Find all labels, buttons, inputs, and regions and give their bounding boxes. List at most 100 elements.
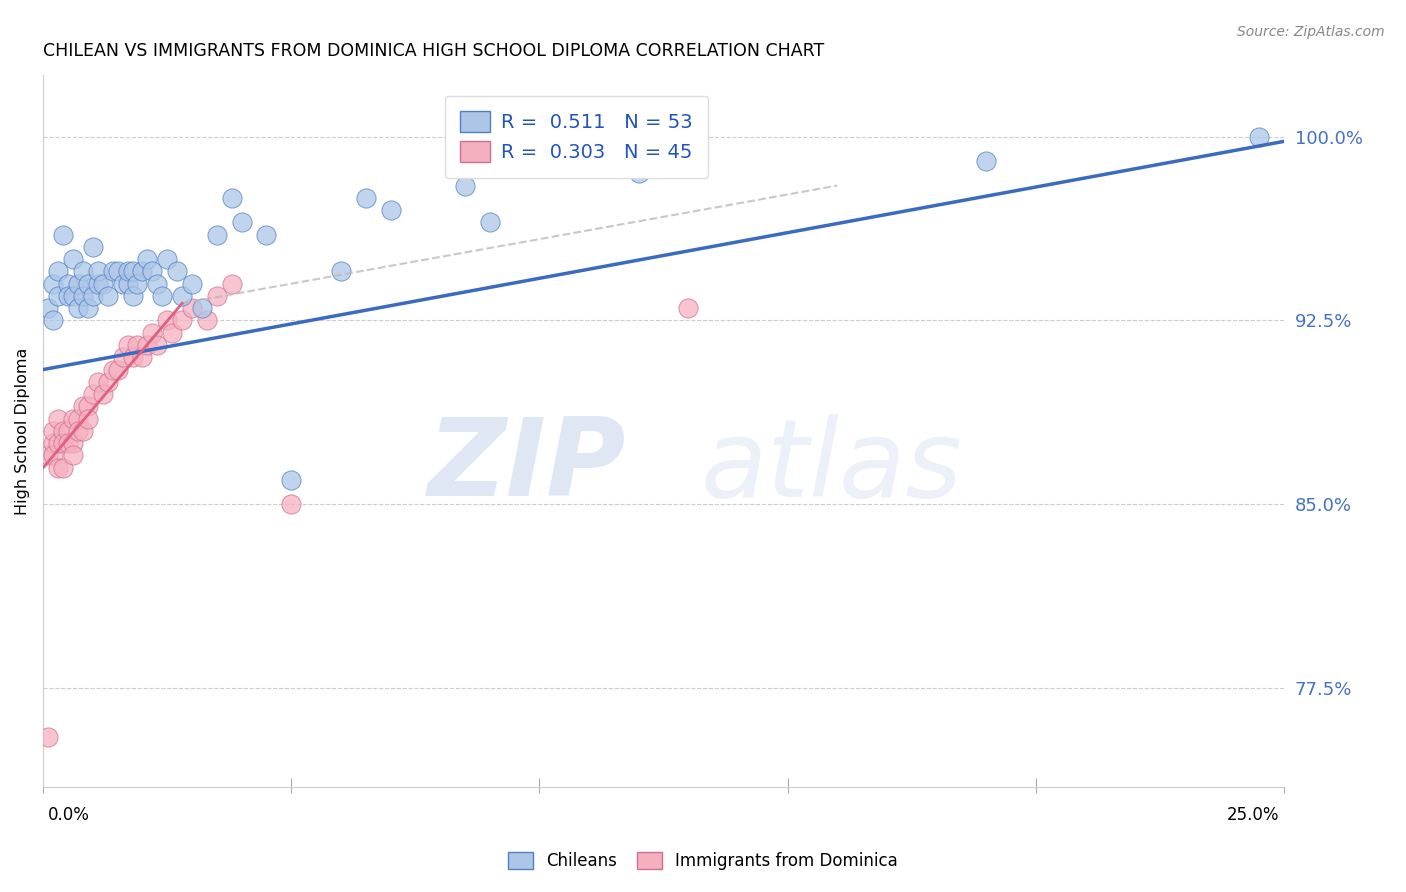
Point: [121, 264, 143, 278]
Point: [46, 460, 69, 475]
Legend: Chileans, Immigrants from Dominica: Chileans, Immigrants from Dominica: [501, 845, 905, 877]
Point: [221, 277, 243, 291]
Point: [117, 264, 139, 278]
Point: [141, 326, 163, 340]
Point: [131, 351, 153, 365]
Point: [160, 326, 183, 340]
Point: [231, 215, 253, 229]
Legend: R =  0.511   N = 53, R =  0.303   N = 45: R = 0.511 N = 53, R = 0.303 N = 45: [444, 95, 709, 178]
Point: [82, 387, 104, 401]
Point: [136, 252, 159, 267]
Point: [111, 351, 134, 365]
Point: [117, 277, 139, 291]
Point: [172, 313, 194, 327]
Point: [56, 436, 79, 450]
Point: [97, 289, 120, 303]
Point: [146, 277, 169, 291]
Point: [56, 277, 79, 291]
Point: [101, 362, 124, 376]
Point: [72, 424, 94, 438]
Point: [111, 277, 134, 291]
Point: [66, 424, 89, 438]
Text: 0.0%: 0.0%: [48, 806, 90, 824]
Point: [72, 400, 94, 414]
Point: [280, 498, 302, 512]
Point: [87, 375, 110, 389]
Point: [91, 277, 114, 291]
Point: [127, 277, 149, 291]
Point: [42, 313, 65, 327]
Point: [91, 387, 114, 401]
Point: [66, 301, 89, 316]
Point: [107, 264, 129, 278]
Point: [87, 277, 110, 291]
Point: [107, 362, 129, 376]
Point: [974, 154, 997, 169]
Text: atlas: atlas: [700, 414, 963, 519]
Point: [56, 424, 79, 438]
Point: [46, 411, 69, 425]
Point: [454, 178, 477, 193]
Point: [181, 301, 204, 316]
Point: [62, 436, 84, 450]
Text: CHILEAN VS IMMIGRANTS FROM DOMINICA HIGH SCHOOL DIPLOMA CORRELATION CHART: CHILEAN VS IMMIGRANTS FROM DOMINICA HIGH…: [44, 42, 824, 60]
Text: Source: ZipAtlas.com: Source: ZipAtlas.com: [1237, 25, 1385, 39]
Point: [191, 301, 214, 316]
Point: [478, 215, 501, 229]
Point: [62, 411, 84, 425]
Point: [66, 411, 89, 425]
Point: [37, 731, 59, 745]
Point: [72, 289, 94, 303]
Point: [150, 289, 173, 303]
Point: [56, 289, 79, 303]
Point: [72, 264, 94, 278]
Point: [166, 264, 188, 278]
Point: [121, 351, 143, 365]
Point: [380, 203, 402, 218]
Point: [221, 191, 243, 205]
Text: ZIP: ZIP: [427, 413, 626, 519]
Point: [146, 338, 169, 352]
Point: [117, 338, 139, 352]
Point: [62, 252, 84, 267]
Point: [172, 289, 194, 303]
Y-axis label: High School Diploma: High School Diploma: [15, 347, 30, 515]
Point: [62, 289, 84, 303]
Point: [52, 424, 75, 438]
Point: [127, 338, 149, 352]
Point: [52, 227, 75, 242]
Point: [678, 301, 700, 316]
Point: [156, 313, 179, 327]
Point: [52, 460, 75, 475]
Point: [76, 301, 98, 316]
Point: [280, 473, 302, 487]
Point: [205, 227, 228, 242]
Point: [37, 301, 59, 316]
Point: [42, 277, 65, 291]
Point: [97, 375, 120, 389]
Point: [181, 277, 204, 291]
Point: [136, 338, 159, 352]
Point: [87, 264, 110, 278]
Point: [627, 166, 650, 180]
Point: [1247, 129, 1270, 144]
Point: [62, 449, 84, 463]
Point: [52, 436, 75, 450]
Point: [101, 264, 124, 278]
Point: [46, 436, 69, 450]
Point: [76, 277, 98, 291]
Point: [82, 289, 104, 303]
Point: [76, 411, 98, 425]
Point: [82, 240, 104, 254]
Point: [66, 277, 89, 291]
Point: [156, 252, 179, 267]
Point: [42, 436, 65, 450]
Point: [354, 191, 377, 205]
Point: [141, 264, 163, 278]
Point: [256, 227, 278, 242]
Text: 25.0%: 25.0%: [1226, 806, 1279, 824]
Point: [42, 424, 65, 438]
Point: [195, 313, 218, 327]
Point: [329, 264, 352, 278]
Point: [42, 449, 65, 463]
